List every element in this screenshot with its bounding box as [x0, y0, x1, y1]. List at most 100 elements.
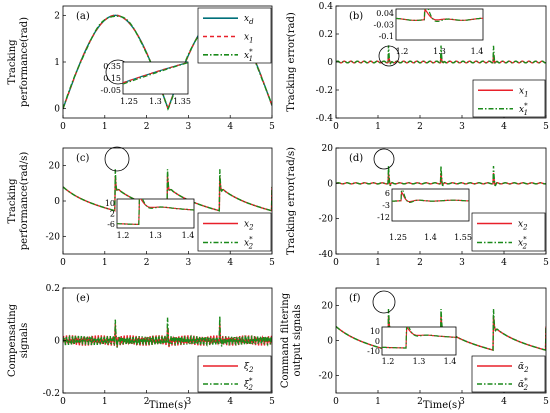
y-tick-label: 20 [49, 162, 61, 172]
y-axis-label: Command filtering [280, 292, 291, 388]
y-tick-label: 0.2 [319, 30, 333, 40]
y-axis-label: Tracking [7, 178, 18, 224]
inset-frame [122, 61, 189, 95]
y-axis-label: output signals [292, 305, 303, 377]
chart-panel: 0 1 2 3 4 5 20 0 -20 (f) Command filtering output s… [280, 287, 549, 407]
inset-y-tick-label: -6 [107, 220, 115, 229]
panel-label: (a) [76, 11, 90, 22]
inset-x-tick-label: 1.4 [424, 233, 437, 242]
inset-x-tick-label: 1.2 [117, 231, 130, 240]
x-tick-label: 5 [543, 258, 549, 268]
y-axis-label: Tracking [7, 39, 18, 85]
inset-x-tick-label: 1.3 [413, 357, 426, 366]
y-tick-label: 1 [54, 58, 60, 68]
x-tick-label: 3 [186, 397, 192, 407]
chart-panel: 0 1 2 3 4 5 20 0 -20 (c) Tracking performance(rad/s… [7, 146, 275, 268]
legend-entry: x2 [244, 220, 254, 232]
legend-entry: x2 [518, 220, 528, 232]
y-tick-label: 0.2 [46, 284, 60, 294]
y-axis-label: Compensating [7, 303, 18, 377]
y-tick-label: -0.2 [316, 86, 333, 96]
y-axis-label: Tracking error(rad/s) [286, 147, 297, 255]
x-tick-label: 2 [417, 122, 423, 132]
x-tick-label: 3 [186, 122, 192, 132]
inset-y-tick-label: 0.35 [103, 62, 121, 71]
panel-label: (b) [349, 11, 363, 22]
x-tick-label: 4 [227, 258, 233, 268]
y-tick-label: -20 [46, 232, 61, 242]
inset-series-line [123, 62, 188, 85]
x-axis-label-right: Time(s) [423, 400, 461, 411]
y-tick-label: 0 [54, 105, 60, 115]
inset-frame [391, 188, 470, 222]
inset-x-tick-label: 1.55 [454, 233, 472, 242]
chart-panel: 0 1 2 3 4 5 20 0 -20 -40 (d) Tracking error(rad/s) 6… [286, 144, 549, 268]
inset-x-tick-label: 1.3 [433, 47, 446, 56]
inset-series-line [392, 189, 469, 203]
inset-y-tick-label: -0.03 [373, 21, 394, 30]
inset-x-tick-label: 1.3 [149, 97, 162, 106]
inset-y-tick-label: -3 [382, 201, 390, 210]
x-tick-label: 5 [269, 258, 275, 268]
x-tick-label: 2 [417, 397, 423, 407]
x-axis-label-left: Time(s) [149, 400, 187, 411]
inset-y-tick-label: 6 [385, 189, 390, 198]
x-tick-label: 1 [375, 258, 381, 268]
x-tick-label: 0 [60, 397, 66, 407]
legend-box [197, 355, 272, 393]
inset-y-tick-label: -12 [377, 213, 390, 222]
inset-y-tick-label: 10 [105, 199, 115, 208]
y-tick-label: 0 [327, 337, 333, 347]
series-line [63, 315, 272, 348]
inset-x-tick-label: 1.25 [120, 97, 138, 106]
x-tick-label: 1 [375, 397, 381, 407]
inset-frame [116, 198, 195, 229]
x-tick-label: 5 [269, 122, 275, 132]
legend-entry: x* 2 [518, 236, 528, 251]
inset-y-tick-label: 0.15 [103, 74, 121, 83]
x-tick-label: 4 [227, 397, 233, 407]
y-tick-label: -20 [319, 215, 334, 225]
x-tick-label: 5 [269, 397, 275, 407]
y-tick-label: 0 [54, 337, 60, 347]
series-line [336, 308, 546, 352]
x-tick-label: 5 [543, 122, 549, 132]
chart-panel: 0 1 2 3 4 5 0 1 2 (a) Tracking performance(rad) 0.35… [7, 5, 275, 132]
x-tick-label: 0 [60, 122, 66, 132]
legend-entry: xd [244, 14, 254, 26]
x-tick-label: 4 [501, 397, 507, 407]
y-axis-label: performance(rad) [19, 17, 30, 107]
x-tick-label: 2 [144, 258, 150, 268]
y-tick-label: 0 [327, 58, 333, 68]
legend-entry: ξ* 2 [244, 377, 253, 392]
inset-y-tick-label: -10 [367, 347, 380, 356]
legend-box [197, 212, 272, 252]
legend-entry: x1 [519, 86, 529, 98]
x-tick-label: 3 [186, 258, 192, 268]
inset-x-tick-label: 1.4 [182, 231, 195, 240]
legend-box [472, 79, 546, 118]
y-tick-label: 0 [54, 197, 60, 207]
legend-entry: ᾱ* 2 [518, 377, 529, 392]
legend-entry: x* 1 [519, 102, 528, 117]
x-tick-label: 2 [144, 122, 150, 132]
panel-label: (d) [349, 153, 363, 164]
inset-y-tick-label: 10 [370, 327, 380, 336]
x-tick-label: 3 [459, 122, 465, 132]
legend-entry: ξ2 [244, 362, 254, 374]
y-tick-label: -0.2 [43, 389, 60, 399]
series-line [63, 169, 272, 212]
inset-x-tick-label: 1.4 [471, 47, 484, 56]
zoom-circle [104, 146, 130, 172]
y-tick-label: 0 [327, 179, 333, 189]
y-axis-label: signals [19, 323, 30, 358]
inset-y-tick-label: 2 [110, 210, 115, 219]
x-tick-label: 0 [333, 397, 339, 407]
y-axis-label: Tracking error(rad) [286, 12, 297, 112]
y-axis-label: performance(rad/s) [19, 152, 30, 251]
series-line [336, 165, 546, 187]
inset-frame [381, 326, 457, 356]
zoom-circle [378, 45, 400, 67]
panel-label: (c) [76, 153, 90, 164]
inset-y-tick-label: 0 [375, 337, 380, 346]
